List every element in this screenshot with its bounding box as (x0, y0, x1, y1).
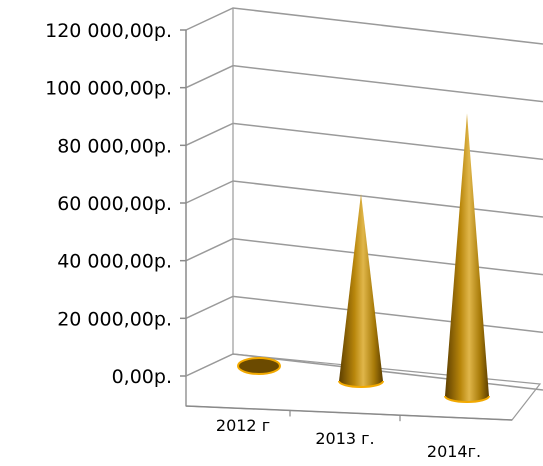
cone-base-flat (237, 357, 281, 375)
x-tick-label: 2013 г. (315, 429, 374, 448)
x-tick-label: 2014г. (427, 442, 481, 461)
y-tick-label: 80 000,00р. (57, 135, 172, 157)
gridline (185, 64, 543, 103)
y-tick-label: 40 000,00р. (57, 251, 172, 273)
gridline (185, 180, 543, 218)
cone-body (339, 193, 383, 387)
cone-base-rim (338, 380, 384, 388)
y-tick-label: 0,00р. (112, 366, 172, 388)
gridline (185, 122, 543, 161)
cone-2 (338, 193, 384, 388)
x-axis-line (185, 405, 513, 421)
cone-layer (237, 113, 490, 403)
y-tick-label: 60 000,00р. (57, 193, 172, 215)
y-tick-label: 100 000,00р. (45, 78, 172, 100)
cone-1 (237, 357, 281, 375)
x-tick-labels: 2012 г 2013 г. 2014г. (216, 416, 481, 461)
y-tick-labels: 0,00р. 20 000,00р. 40 000,00р. 60 000,00р. 8… (45, 20, 172, 388)
y-tick-label: 20 000,00р. (57, 308, 172, 330)
y-tick-label: 120 000,00р. (45, 20, 172, 42)
cone-3 (444, 113, 490, 403)
gridline (185, 7, 543, 45)
cone-body (445, 113, 489, 402)
cone-base-rim (444, 395, 490, 403)
x-tick-label: 2012 г (216, 416, 270, 435)
axis-layer (180, 8, 542, 422)
